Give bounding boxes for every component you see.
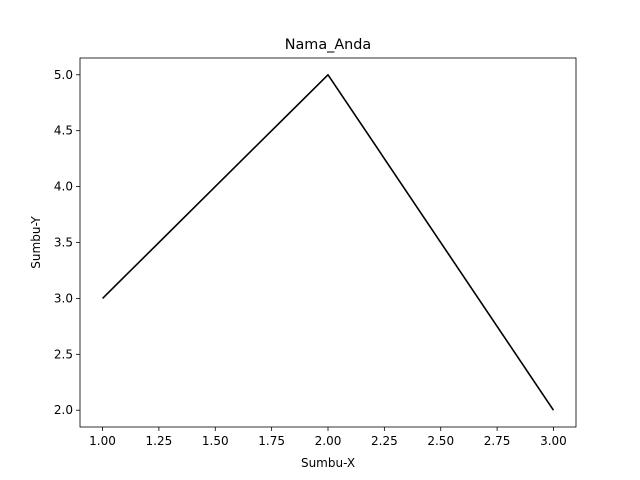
y-tick-label: 2.5 (54, 347, 73, 361)
x-axis-label: Sumbu-X (301, 456, 355, 470)
x-tick-label: 1.75 (258, 434, 285, 448)
x-axis-ticks: 1.00 1.25 1.50 1.75 2.00 2.25 2.50 2.75 3.00 (89, 427, 567, 448)
plot-area (80, 58, 576, 427)
y-tick-label: 4.5 (54, 124, 73, 138)
y-tick-label: 3.0 (54, 291, 73, 305)
x-tick-label: 1.50 (202, 434, 229, 448)
x-tick-label: 2.25 (371, 434, 398, 448)
x-tick-label: 1.25 (146, 434, 173, 448)
series-layer (101, 73, 555, 411)
plot-frame (79, 57, 577, 428)
x-tick-label: 3.00 (540, 434, 567, 448)
x-tick-label: 1.00 (89, 434, 116, 448)
y-tick-label: 3.5 (54, 236, 73, 250)
x-tick-label: 2.00 (315, 434, 342, 448)
y-tick-label: 2.0 (54, 403, 73, 417)
x-tick-label: 2.75 (484, 434, 511, 448)
y-axis-ticks: 2.0 2.5 3.0 3.5 4.0 4.5 5.0 (54, 68, 80, 417)
chart-title: Nama_Anda (285, 37, 372, 53)
y-axis-label: Sumbu-Y (29, 216, 43, 269)
x-tick-label: 2.50 (427, 434, 454, 448)
y-tick-label: 4.0 (54, 180, 73, 194)
y-tick-label: 5.0 (54, 68, 73, 82)
